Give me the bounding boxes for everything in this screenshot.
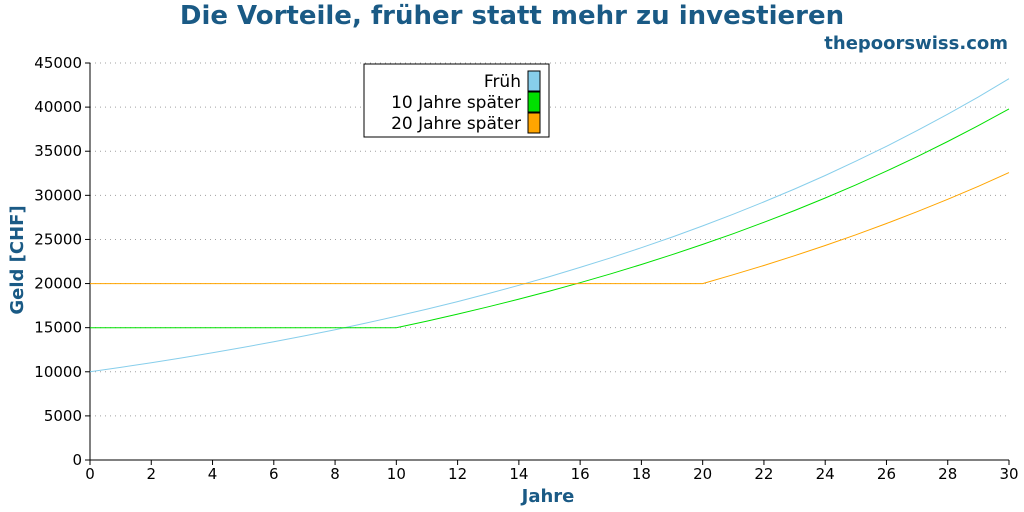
legend-swatch <box>527 91 541 113</box>
series-line-2 <box>90 108 1010 329</box>
series-line-1 <box>89 78 1010 373</box>
y-tick-label: 15000 <box>34 319 82 337</box>
series-line-3 <box>90 172 1010 285</box>
x-tick-label: 18 <box>632 465 651 483</box>
legend-label: 20 Jahre später <box>391 114 521 134</box>
x-tick-label: 30 <box>999 465 1018 483</box>
x-tick-label: 26 <box>877 465 896 483</box>
legend-label: 10 Jahre später <box>391 93 521 113</box>
x-tick-label: 8 <box>330 465 340 483</box>
x-tick-label: 20 <box>693 465 712 483</box>
axes: 0 5000 10000 15000 20000 25000 30000 35000 40000… <box>34 54 1018 483</box>
x-tick-label: 24 <box>816 465 835 483</box>
y-tick-label: 10000 <box>34 363 82 381</box>
y-tick-label: 0 <box>72 451 82 469</box>
x-tick-label: 12 <box>448 465 467 483</box>
legend-swatch <box>527 70 541 92</box>
watermark: thepoorswiss.com <box>824 33 1008 54</box>
x-tick-label: 6 <box>269 465 279 483</box>
y-tick-label: 40000 <box>34 98 82 116</box>
x-tick-label: 0 <box>85 465 95 483</box>
x-tick-label: 10 <box>387 465 406 483</box>
series-lines <box>89 78 1010 373</box>
x-tick-label: 22 <box>754 465 773 483</box>
y-tick-label: 20000 <box>34 275 82 293</box>
legend-label: Früh <box>484 72 521 92</box>
x-tick-label: 14 <box>509 465 528 483</box>
x-tick-label: 4 <box>208 465 218 483</box>
chart-title: Die Vorteile, früher statt mehr zu inves… <box>180 1 844 31</box>
y-tick-label: 5000 <box>44 407 82 425</box>
legend-swatch <box>527 112 541 134</box>
y-axis-label: Geld [CHF] <box>7 205 28 314</box>
y-tick-label: 25000 <box>34 230 82 248</box>
x-tick-label: 16 <box>571 465 590 483</box>
legend-box <box>363 63 550 138</box>
x-axis-label: Jahre <box>520 486 575 507</box>
y-tick-label: 35000 <box>34 142 82 160</box>
y-tick-label: 30000 <box>34 186 82 204</box>
x-tick-label: 28 <box>938 465 957 483</box>
y-tick-label: 45000 <box>34 54 82 72</box>
x-tick-label: 2 <box>146 465 156 483</box>
